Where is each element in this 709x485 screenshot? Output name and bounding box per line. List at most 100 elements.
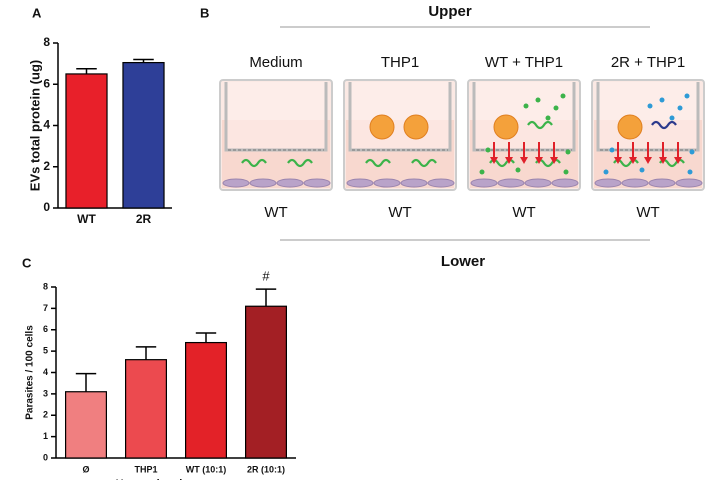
insert [224, 82, 328, 152]
well-bottom-label: WT [636, 204, 659, 221]
host-cell [524, 178, 552, 188]
y-tick-label: 0 [43, 452, 48, 462]
well [343, 79, 457, 191]
well-top-label: 2R + THP1 [611, 54, 685, 71]
insert [348, 82, 452, 152]
well-top-label: THP1 [381, 54, 419, 71]
ev-dot [560, 93, 566, 99]
host-cell [648, 178, 676, 188]
ev-dot [479, 169, 485, 175]
y-tick-label: 4 [43, 367, 48, 377]
arrow-head [674, 157, 682, 164]
well [591, 79, 705, 191]
y-tick-label: 8 [43, 35, 50, 49]
ev-dot [485, 147, 491, 153]
x-tick-label: 2R [136, 212, 152, 226]
ev-dot [523, 103, 529, 109]
ev-dot [565, 149, 571, 155]
lower-label: Lower [441, 253, 485, 270]
parasite [651, 120, 677, 130]
thp1-cell [403, 114, 429, 140]
arrow-head [490, 157, 498, 164]
annotation: # [262, 269, 270, 284]
ev-dot [647, 103, 653, 109]
host-cell [470, 178, 498, 188]
y-tick-label: 1 [43, 431, 48, 441]
bar [122, 61, 165, 209]
ev-dot [603, 169, 609, 175]
arrow-head [550, 157, 558, 164]
host-cell [249, 178, 277, 188]
ev-dot [563, 169, 569, 175]
x-tick-label: WT [77, 212, 96, 226]
host-cell [551, 178, 579, 188]
bar [65, 73, 108, 209]
y-axis-title: EVs total protein (ug) [27, 60, 42, 191]
thp1-cell [617, 114, 643, 140]
parasite [287, 158, 313, 168]
arrow-head [629, 157, 637, 164]
ev-dot [545, 115, 551, 121]
arrow-head [535, 157, 543, 164]
well-top-label: WT + THP1 [485, 54, 563, 71]
thp1-cell [493, 114, 519, 140]
host-cell [621, 178, 649, 188]
thp1-cell [369, 114, 395, 140]
arrow-head [614, 157, 622, 164]
host-cell [222, 178, 250, 188]
well [467, 79, 581, 191]
parasite [527, 120, 553, 130]
host-cell [373, 178, 401, 188]
well-bottom-label: WT [512, 204, 535, 221]
well [219, 79, 333, 191]
host-cell [594, 178, 622, 188]
parasite [241, 158, 267, 168]
ev-dot [639, 167, 645, 173]
well-bottom-label: WT [264, 204, 287, 221]
host-cell [400, 178, 428, 188]
host-cell [427, 178, 455, 188]
bar [124, 359, 167, 459]
ev-dot [659, 97, 665, 103]
parasite [411, 158, 437, 168]
arrow-head [505, 157, 513, 164]
y-tick-label: 5 [43, 346, 48, 356]
ev-dot [684, 93, 690, 99]
y-tick-label: 6 [43, 76, 50, 90]
ev-dot [609, 147, 615, 153]
x-tick-label: 2R (10:1) [247, 464, 285, 474]
x-tick-label: Ø [82, 464, 89, 474]
y-axis-title: Parasites / 100 cells [25, 325, 36, 420]
ev-dot [553, 105, 559, 111]
y-tick-label: 7 [43, 303, 48, 313]
insert [472, 82, 576, 152]
well-bottom-label: WT [388, 204, 411, 221]
host-cell [497, 178, 525, 188]
y-tick-label: 3 [43, 388, 48, 398]
bar [64, 391, 107, 459]
y-tick-label: 2 [43, 410, 48, 420]
ev-dot [687, 169, 693, 175]
ev-dot [689, 149, 695, 155]
bar [245, 305, 288, 459]
ev-dot [535, 97, 541, 103]
panel-label: A [32, 5, 42, 20]
host-cell [276, 178, 304, 188]
y-tick-label: 6 [43, 324, 48, 334]
y-tick-label: 8 [43, 281, 48, 291]
ev-dot [677, 105, 683, 111]
insert [596, 82, 700, 152]
x-tick-label: WT (10:1) [186, 464, 227, 474]
upper-label: Upper [428, 3, 472, 20]
bar [185, 341, 228, 459]
y-tick-label: 0 [43, 200, 50, 214]
panel-label: B [200, 5, 209, 20]
host-cell [303, 178, 331, 188]
arrow-head [520, 157, 528, 164]
parasite [365, 158, 391, 168]
host-cell [346, 178, 374, 188]
y-tick-label: 4 [43, 118, 50, 132]
well-top-label: Medium [249, 54, 302, 71]
y-tick-label: 2 [43, 159, 50, 173]
